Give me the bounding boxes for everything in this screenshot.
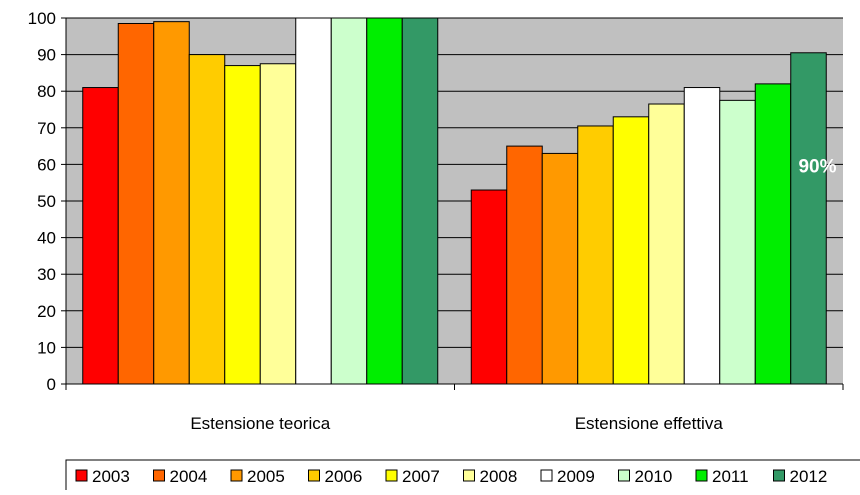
legend-label-2009: 2009: [557, 467, 595, 486]
bar-2008-estensione-effettiva: [648, 103, 685, 385]
bar-2011-estensione-teorica: [366, 17, 403, 385]
legend-label-2010: 2010: [635, 467, 673, 486]
bar-2007-estensione-effettiva: [612, 116, 650, 385]
bar-2012-estensione-teorica: [401, 17, 439, 385]
bar-2006-estensione-effettiva: [577, 125, 614, 385]
y-tick-label: 0: [47, 375, 56, 394]
y-tick-label: 100: [28, 9, 56, 28]
legend-swatch-2008: [463, 469, 475, 482]
legend-label-2005: 2005: [247, 467, 285, 486]
legend-swatch-2012: [773, 469, 785, 482]
y-tick-label: 80: [37, 82, 56, 101]
bar-2005-estensione-teorica: [153, 21, 190, 385]
bar-2005-estensione-effettiva: [541, 152, 579, 385]
legend-swatch-2003: [75, 469, 88, 482]
legend-label-2008: 2008: [480, 467, 518, 486]
y-tick-label: 50: [37, 192, 56, 211]
x-tick-label: Estensione teorica: [190, 414, 330, 433]
y-tick-label: 70: [37, 119, 56, 138]
y-tick-label: 30: [37, 265, 56, 284]
legend-swatch-2010: [618, 469, 630, 482]
bar-2009-estensione-teorica: [295, 17, 332, 385]
y-tick-label: 90: [37, 46, 56, 65]
bar-2007-estensione-teorica: [224, 65, 261, 385]
legend-swatch-2005: [230, 469, 243, 482]
legend-label-2003: 2003: [92, 467, 130, 486]
legend-swatch-2009: [540, 469, 553, 482]
bar-2003-estensione-effettiva: [470, 189, 508, 385]
legend-swatch-2006: [308, 469, 320, 482]
legend-swatch-2004: [153, 469, 165, 482]
legend-label-2004: 2004: [170, 467, 208, 486]
bar-2010-estensione-teorica: [330, 17, 368, 385]
bar-2010-estensione-effettiva: [719, 99, 756, 385]
legend-swatch-2011: [695, 469, 708, 482]
bar-2006-estensione-teorica: [188, 54, 226, 385]
y-tick-label: 40: [37, 229, 56, 248]
y-tick-label: 10: [37, 338, 56, 357]
legend-swatch-2007: [385, 469, 398, 482]
bar-2008-estensione-teorica: [259, 63, 297, 385]
bar-2011-estensione-effettiva: [754, 83, 792, 385]
y-tick-label: 20: [37, 302, 56, 321]
bar-2012-estensione-effettiva: [790, 52, 827, 385]
y-tick-label: 60: [37, 155, 56, 174]
bar-2004-estensione-effettiva: [506, 145, 543, 385]
bar-2009-estensione-effettiva: [683, 87, 721, 385]
bar-2004-estensione-teorica: [117, 22, 155, 385]
data-label: 90%: [798, 156, 836, 177]
legend-label-2006: 2006: [325, 467, 363, 486]
legend-label-2012: 2012: [790, 467, 828, 486]
x-tick-label: Estensione effettiva: [575, 414, 724, 433]
legend-label-2011: 2011: [712, 467, 749, 486]
bar-2003-estensione-teorica: [82, 87, 119, 385]
legend-label-2007: 2007: [402, 467, 440, 486]
